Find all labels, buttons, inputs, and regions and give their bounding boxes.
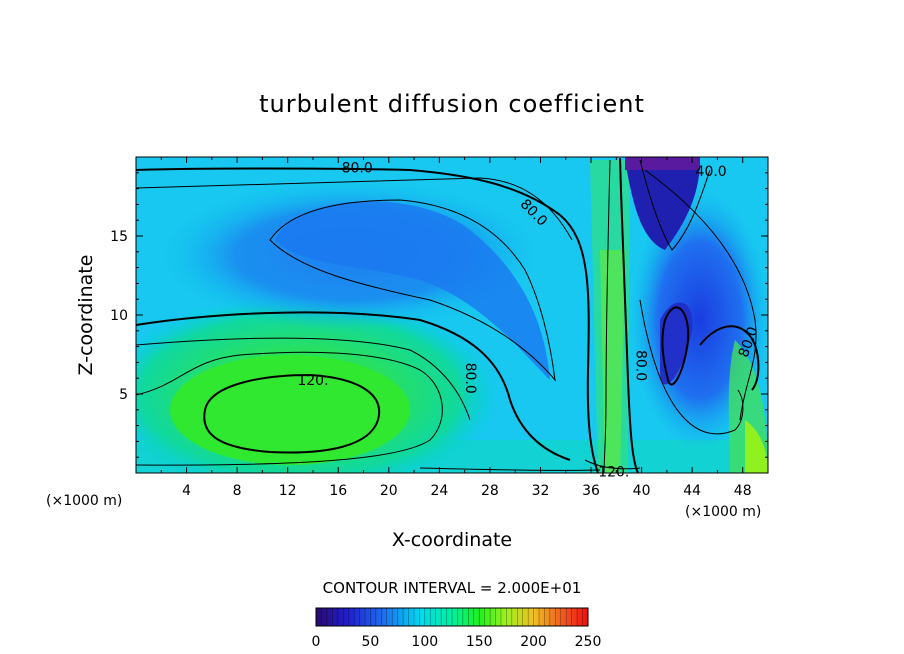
chart-title: turbulent diffusion coefficient [259,90,645,118]
colorbar-tick-label: 200 [520,634,547,650]
x-tick-label: 8 [233,483,242,499]
x-tick-label: 40 [633,483,651,499]
x-tick-label: 20 [380,483,398,499]
colorbar: 0 50 100 150 200 250 [312,607,602,650]
x-ticks: 4 8 12 16 20 24 28 32 36 40 44 48 [160,157,752,499]
contour-label: 40.0 [696,164,727,180]
heatmap-field [136,157,768,473]
x-axis-label: X-coordinate [392,529,512,551]
y-axis-label: Z-coordinate [75,255,97,376]
x-tick-label: 48 [734,483,752,499]
contour-interval-text: CONTOUR INTERVAL = 2.000E+01 [323,579,582,597]
x-tick-label: 12 [279,483,297,499]
x-tick-label: 16 [329,483,347,499]
x-unit-right: (×1000 m) [685,504,761,520]
y-tick-label: 5 [119,387,128,403]
x-tick-label: 32 [532,483,550,499]
contour-lines [136,157,760,473]
contour-label: 120. [598,464,629,480]
colorbar-tick-label: 100 [411,634,438,650]
x-tick-label: 4 [182,483,191,499]
x-tick-label: 44 [683,483,701,499]
colorbar-ticks: 0 50 100 150 200 250 [312,608,602,650]
contour-label: 120. [297,373,328,389]
x-unit-left: (×1000 m) [46,493,122,509]
y-tick-label: 10 [110,308,128,324]
colorbar-tick-label: 50 [361,634,379,650]
colorbar-tick-label: 250 [575,634,602,650]
contour-label: 80.0 [462,363,478,394]
colorbar-tick-label: 0 [312,634,321,650]
y-tick-label: 15 [110,229,128,245]
contour-label: 80.0 [633,350,649,381]
x-tick-label: 36 [582,483,600,499]
contour-label: 80.0 [342,160,373,176]
y-ticks: 5 10 15 [110,172,768,458]
x-tick-label: 24 [430,483,448,499]
colorbar-tick-label: 150 [466,634,493,650]
x-tick-label: 28 [481,483,499,499]
